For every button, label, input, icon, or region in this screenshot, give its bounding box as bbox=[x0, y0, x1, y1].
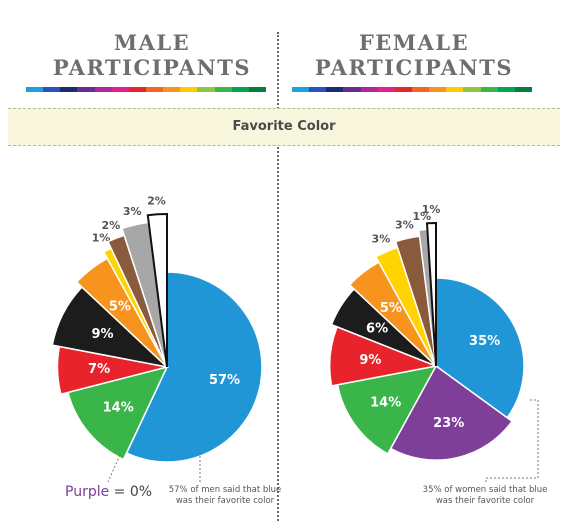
rainbow-segment bbox=[411, 87, 430, 92]
rainbow-segment bbox=[111, 87, 129, 92]
pie-slice bbox=[125, 271, 263, 463]
rainbow-segment bbox=[326, 87, 344, 92]
rainbow-segment bbox=[480, 87, 498, 92]
slice-label: 1% bbox=[422, 203, 441, 216]
female-annotation: 35% of women said that blue was their fa… bbox=[422, 485, 548, 506]
male-title-line2: PARTICIPANTS bbox=[52, 55, 252, 80]
rainbow-segment bbox=[197, 87, 215, 92]
rainbow-segment bbox=[343, 87, 361, 92]
rainbow-segment bbox=[429, 87, 447, 92]
pie-slice bbox=[67, 365, 169, 461]
rainbow-segment bbox=[248, 87, 266, 92]
rainbow-segment bbox=[163, 87, 181, 92]
rainbow-segment bbox=[94, 87, 112, 92]
male-title-line1: MALE bbox=[113, 30, 191, 55]
slice-label: 9% bbox=[359, 353, 381, 368]
rainbow-segment bbox=[128, 87, 146, 92]
favorite-color-band: Favorite Color bbox=[8, 108, 560, 146]
panel-divider bbox=[277, 32, 279, 521]
rainbow-segment bbox=[309, 87, 327, 92]
slice-label: 14% bbox=[103, 400, 134, 415]
slice-label: 9% bbox=[91, 327, 113, 342]
slice-label: 23% bbox=[433, 416, 464, 431]
slice-label: 14% bbox=[370, 396, 401, 411]
rainbow-segment bbox=[394, 87, 412, 92]
female-leader-line bbox=[485, 399, 539, 484]
slice-label: 5% bbox=[109, 299, 131, 314]
slice-label: 7% bbox=[88, 362, 110, 377]
purple-leader-line bbox=[107, 454, 121, 483]
female-participants-title: FEMALE PARTICIPANTS bbox=[284, 30, 544, 80]
slice-label: 3% bbox=[372, 233, 391, 246]
pie-slice bbox=[435, 277, 525, 419]
slice-label: 35% bbox=[469, 334, 500, 349]
slice-label: 57% bbox=[209, 373, 240, 388]
slice-label: 1% bbox=[412, 210, 431, 223]
slice-label: 1% bbox=[92, 232, 111, 245]
rainbow-segment bbox=[377, 87, 395, 92]
rainbow-segment bbox=[231, 87, 249, 92]
purple-zero-value: = 0% bbox=[113, 484, 153, 500]
rainbow-segment bbox=[43, 87, 61, 92]
female-title-line1: FEMALE bbox=[358, 30, 470, 55]
rainbow-segment bbox=[60, 87, 78, 92]
rainbow-segment bbox=[26, 87, 44, 92]
male-participants-title: MALE PARTICIPANTS bbox=[22, 30, 282, 80]
pie-slice bbox=[146, 212, 168, 368]
male-rainbow-bar bbox=[26, 87, 266, 92]
rainbow-segment bbox=[180, 87, 198, 92]
slice-label: 3% bbox=[123, 205, 142, 218]
purple-word: Purple bbox=[65, 484, 110, 500]
pie-slice bbox=[336, 364, 438, 455]
rainbow-segment bbox=[214, 87, 232, 92]
rainbow-segment bbox=[446, 87, 464, 92]
female-title-line2: PARTICIPANTS bbox=[314, 55, 514, 80]
male-annotation: 57% of men said that blue was their favo… bbox=[168, 485, 282, 506]
slice-label: 2% bbox=[102, 219, 121, 232]
rainbow-segment bbox=[497, 87, 515, 92]
slice-label: 6% bbox=[366, 322, 388, 337]
rainbow-segment bbox=[514, 87, 532, 92]
rainbow-segment bbox=[292, 87, 310, 92]
rainbow-segment bbox=[77, 87, 95, 92]
female-rainbow-bar bbox=[292, 87, 532, 92]
slice-label: 5% bbox=[380, 301, 402, 316]
rainbow-segment bbox=[360, 87, 378, 92]
rainbow-segment bbox=[145, 87, 164, 92]
rainbow-segment bbox=[463, 87, 481, 92]
pie-slice bbox=[425, 221, 437, 367]
purple-zero-note: Purple = 0% bbox=[65, 484, 152, 500]
slice-label: 3% bbox=[395, 219, 414, 232]
slice-label: 2% bbox=[147, 194, 166, 207]
pie-slice bbox=[389, 364, 514, 461]
